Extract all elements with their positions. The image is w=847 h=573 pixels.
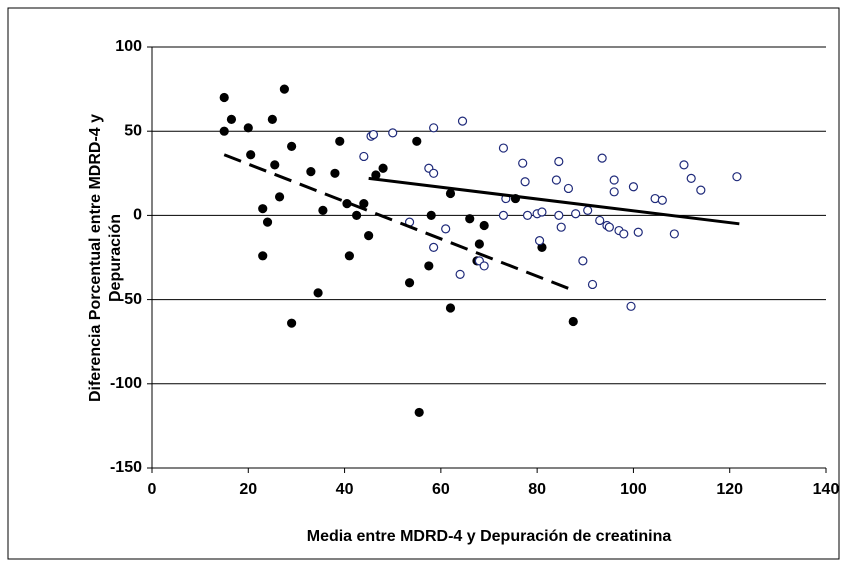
point	[424, 261, 434, 271]
point	[686, 173, 696, 183]
point	[457, 116, 468, 126]
y-axis-label: Depuración	[107, 214, 124, 302]
point	[556, 222, 566, 232]
point	[445, 188, 456, 199]
x-tick-label: 80	[528, 481, 546, 498]
point	[554, 156, 564, 167]
point	[335, 136, 345, 146]
point	[518, 158, 528, 168]
point	[537, 207, 547, 217]
point	[287, 141, 297, 151]
point	[474, 239, 484, 249]
point	[628, 182, 639, 192]
point	[287, 318, 297, 328]
point	[498, 210, 509, 220]
point	[342, 199, 352, 209]
x-tick-label: 100	[620, 481, 647, 498]
point	[243, 123, 253, 133]
point	[426, 210, 436, 220]
point	[226, 114, 237, 125]
point	[267, 114, 277, 125]
point	[597, 153, 607, 163]
point	[563, 183, 574, 194]
trend-line	[368, 176, 740, 226]
point	[455, 269, 465, 279]
x-tick-label: 0	[148, 481, 157, 498]
point	[246, 150, 256, 160]
point	[568, 316, 578, 327]
point	[404, 278, 415, 288]
point	[595, 215, 605, 226]
x-tick-label: 60	[432, 481, 450, 498]
point	[274, 192, 285, 202]
point	[669, 229, 679, 239]
x-tick-label: 120	[716, 481, 743, 498]
point	[633, 227, 643, 237]
point	[604, 222, 614, 232]
point	[520, 177, 530, 187]
point	[554, 210, 564, 220]
point	[330, 168, 340, 178]
point	[445, 303, 456, 313]
point	[279, 84, 289, 94]
y-axis-label: Diferencia Porcentual entre MDRD-4 y	[87, 114, 104, 402]
point	[344, 251, 354, 261]
point	[258, 251, 268, 261]
point	[270, 160, 280, 170]
point	[429, 123, 439, 133]
point	[364, 231, 374, 241]
point	[609, 175, 619, 185]
point	[479, 261, 489, 271]
point	[414, 407, 424, 418]
point	[696, 185, 706, 195]
point	[657, 195, 667, 205]
point	[429, 168, 439, 178]
x-tick-label: 20	[239, 481, 257, 498]
point	[732, 172, 742, 182]
point	[626, 301, 636, 311]
point	[412, 136, 422, 146]
point	[368, 129, 379, 140]
point	[587, 279, 598, 290]
point	[429, 242, 439, 252]
point	[219, 92, 229, 103]
y-tick-label: 0	[133, 207, 142, 224]
y-tick-label: 100	[115, 38, 142, 55]
point	[571, 209, 581, 219]
point	[219, 126, 229, 136]
point	[479, 220, 489, 231]
point	[262, 217, 273, 227]
point	[258, 204, 268, 214]
point	[609, 187, 619, 197]
point	[498, 143, 509, 153]
point	[352, 210, 362, 220]
point	[313, 288, 323, 298]
point	[378, 163, 388, 173]
point	[534, 236, 545, 246]
chart-frame	[7, 7, 840, 560]
point	[551, 175, 562, 185]
point	[583, 205, 593, 215]
point	[318, 205, 328, 215]
point	[465, 214, 475, 224]
point	[679, 160, 689, 170]
x-axis-label: Media entre MDRD-4 y Depuración de creat…	[307, 528, 672, 545]
point	[359, 151, 369, 162]
trend-line	[223, 153, 577, 293]
x-tick-label: 40	[336, 481, 354, 498]
point	[619, 229, 629, 239]
y-tick-label: -150	[110, 459, 142, 476]
y-tick-label: 50	[124, 122, 142, 139]
y-tick-label: -100	[110, 375, 142, 392]
y-tick-label: -50	[119, 291, 142, 308]
point	[441, 224, 451, 234]
point	[306, 167, 316, 177]
point	[578, 256, 588, 266]
point	[522, 210, 533, 220]
x-tick-label: 140	[813, 481, 840, 498]
point	[388, 128, 398, 138]
